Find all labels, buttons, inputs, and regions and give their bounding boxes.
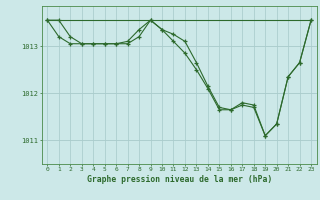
X-axis label: Graphe pression niveau de la mer (hPa): Graphe pression niveau de la mer (hPa) — [87, 175, 272, 184]
